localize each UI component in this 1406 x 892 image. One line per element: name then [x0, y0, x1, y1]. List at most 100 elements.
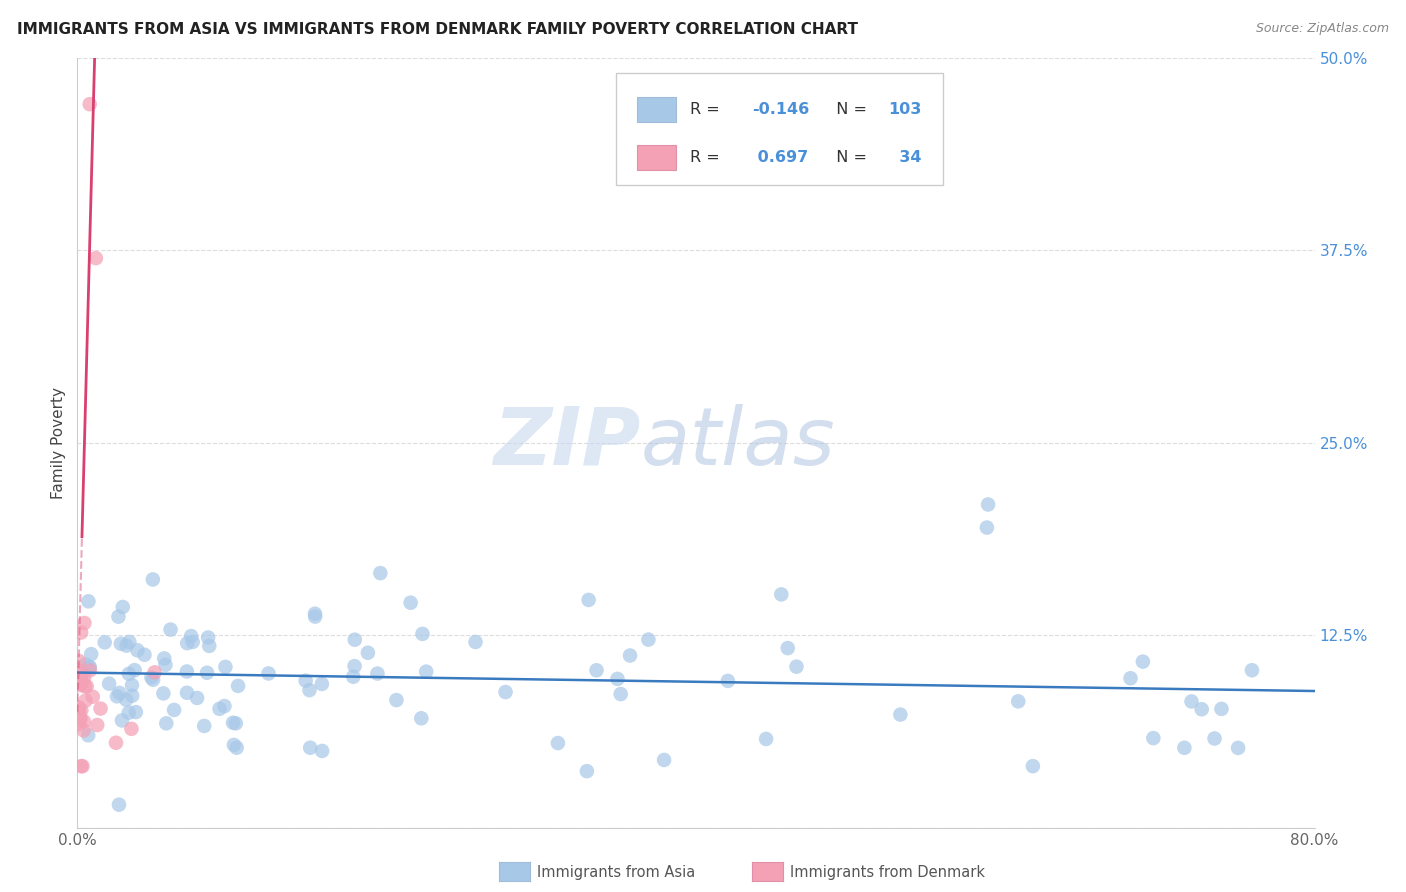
- Point: [93, 635, 115, 649]
- Point: [495, 685, 517, 699]
- Point: [84, 251, 107, 265]
- Point: [152, 686, 174, 700]
- Point: [1007, 694, 1029, 708]
- Point: [399, 596, 422, 610]
- Point: [415, 665, 437, 679]
- Point: [578, 593, 600, 607]
- Point: [198, 639, 221, 653]
- Point: [79, 660, 101, 674]
- Point: [108, 797, 131, 812]
- Text: 103: 103: [887, 102, 921, 117]
- Point: [298, 683, 321, 698]
- Point: [637, 632, 659, 647]
- Point: [1132, 655, 1154, 669]
- Point: [464, 635, 486, 649]
- Point: [770, 587, 793, 601]
- Point: [70, 666, 93, 681]
- Text: R =: R =: [690, 150, 724, 165]
- Point: [257, 666, 280, 681]
- Point: [73, 671, 96, 685]
- Point: [1240, 663, 1263, 677]
- Point: [370, 566, 392, 580]
- Text: Source: ZipAtlas.com: Source: ZipAtlas.com: [1256, 22, 1389, 36]
- Point: [585, 663, 607, 677]
- Point: [67, 704, 90, 718]
- Point: [77, 728, 100, 742]
- Point: [195, 665, 218, 680]
- Point: [115, 692, 138, 706]
- Point: [110, 637, 132, 651]
- Point: [72, 759, 94, 773]
- Point: [311, 677, 333, 691]
- Point: [111, 714, 134, 728]
- Point: [155, 657, 177, 672]
- Text: atlas: atlas: [640, 404, 835, 482]
- Point: [142, 673, 165, 687]
- Point: [366, 666, 388, 681]
- Point: [342, 670, 364, 684]
- Point: [343, 659, 366, 673]
- Point: [105, 690, 128, 704]
- Point: [186, 690, 208, 705]
- Point: [976, 520, 998, 534]
- Point: [977, 498, 1000, 512]
- Point: [1204, 731, 1226, 746]
- Point: [73, 714, 96, 729]
- Point: [222, 715, 245, 730]
- Point: [105, 736, 127, 750]
- Point: [606, 672, 628, 686]
- Point: [193, 719, 215, 733]
- Text: ZIP: ZIP: [494, 404, 640, 482]
- Point: [67, 663, 90, 677]
- Point: [163, 703, 186, 717]
- Point: [124, 663, 146, 677]
- Point: [75, 693, 97, 707]
- Point: [121, 678, 143, 692]
- Point: [1211, 702, 1233, 716]
- Point: [134, 648, 156, 662]
- Point: [73, 615, 96, 630]
- Point: [118, 706, 141, 720]
- Text: R =: R =: [690, 102, 724, 117]
- Point: [75, 657, 97, 672]
- Point: [343, 632, 366, 647]
- Point: [73, 723, 96, 738]
- Point: [755, 731, 778, 746]
- Point: [70, 759, 93, 773]
- Point: [67, 700, 90, 714]
- Point: [69, 678, 91, 692]
- Point: [67, 717, 90, 731]
- Point: [222, 738, 245, 752]
- Point: [197, 631, 219, 645]
- Point: [86, 718, 108, 732]
- Point: [67, 673, 90, 688]
- Point: [108, 686, 131, 700]
- Point: [70, 703, 93, 717]
- Point: [69, 712, 91, 726]
- Point: [1119, 671, 1142, 685]
- Text: 34: 34: [887, 150, 921, 165]
- Text: N =: N =: [825, 102, 872, 117]
- FancyBboxPatch shape: [637, 145, 676, 169]
- FancyBboxPatch shape: [616, 73, 943, 185]
- Y-axis label: Family Poverty: Family Poverty: [51, 387, 66, 499]
- Text: IMMIGRANTS FROM ASIA VS IMMIGRANTS FROM DENMARK FAMILY POVERTY CORRELATION CHART: IMMIGRANTS FROM ASIA VS IMMIGRANTS FROM …: [17, 22, 858, 37]
- Point: [1022, 759, 1045, 773]
- Point: [98, 676, 121, 690]
- Point: [127, 643, 149, 657]
- Point: [69, 710, 91, 724]
- Point: [619, 648, 641, 663]
- Point: [72, 675, 94, 690]
- Point: [67, 672, 90, 686]
- Point: [176, 686, 198, 700]
- Text: 0.697: 0.697: [752, 150, 808, 165]
- Point: [1173, 740, 1195, 755]
- Point: [82, 690, 104, 704]
- Point: [776, 641, 799, 656]
- Point: [208, 702, 231, 716]
- Text: Immigrants from Denmark: Immigrants from Denmark: [790, 865, 986, 880]
- Point: [214, 660, 236, 674]
- Point: [226, 679, 249, 693]
- Point: [652, 753, 675, 767]
- Point: [176, 636, 198, 650]
